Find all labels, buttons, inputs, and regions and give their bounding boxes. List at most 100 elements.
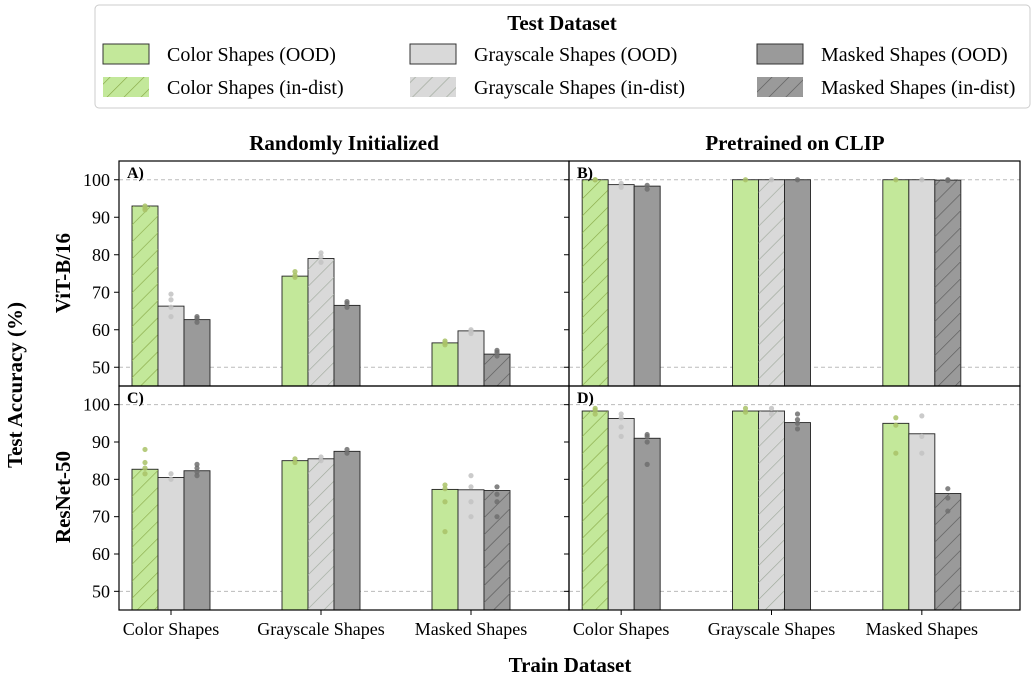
seed-point — [893, 177, 899, 183]
panel-d: D) Color Shapes Grayscale Shapes Masked Sha… — [564, 385, 1021, 639]
seed-point — [893, 415, 899, 421]
bar-1-2 — [784, 179, 811, 387]
seed-point — [442, 486, 448, 492]
seed-point — [945, 508, 951, 514]
seed-point — [494, 347, 500, 353]
legend-swatch — [756, 43, 804, 65]
panel-letter: A) — [127, 165, 144, 182]
seed-point — [194, 473, 200, 479]
seed-point — [318, 458, 324, 464]
seed-point — [168, 291, 174, 297]
bar-1-0 — [732, 179, 759, 387]
bar-hatch — [308, 458, 334, 610]
bar-hatch — [582, 179, 609, 386]
seed-point — [644, 431, 650, 438]
bar-2-0 — [431, 488, 459, 611]
seed-point — [442, 529, 448, 535]
row-label-top: ViT-B/16 — [51, 233, 75, 313]
column-title-right: Pretrained on CLIP — [705, 131, 884, 155]
panel-letter: C) — [127, 390, 144, 407]
seed-point — [292, 272, 298, 278]
seed-point — [194, 319, 200, 325]
seed-point — [644, 182, 650, 188]
legend-label: Color Shapes (in-dist) — [167, 77, 344, 99]
seed-point — [318, 250, 324, 256]
seed-point — [344, 450, 350, 456]
row-label-bottom: ResNet-50 — [51, 451, 75, 543]
seed-point — [442, 340, 448, 346]
seed-point — [292, 456, 298, 462]
legend-entry-3: Grayscale Shapes (OOD) — [409, 43, 677, 66]
seed-point — [919, 177, 925, 183]
seed-point — [168, 471, 174, 477]
y-tick-label: 100 — [83, 170, 110, 190]
seed-point — [644, 186, 650, 192]
bar-0-2 — [633, 185, 661, 387]
legend-swatch — [102, 43, 150, 65]
bar-0-1 — [607, 184, 635, 387]
seed-point — [618, 184, 624, 190]
bar-1-0 — [281, 275, 309, 387]
legend-title: Test Dataset — [507, 11, 616, 35]
seed-point — [618, 180, 624, 187]
bar-hatch — [308, 258, 334, 386]
panel-a: A) 50 60 70 80 90 100 — [83, 160, 570, 387]
bar-2-0 — [882, 179, 910, 387]
seed-point — [292, 269, 298, 275]
seed-point — [194, 469, 200, 475]
seed-point — [494, 484, 500, 490]
seed-point — [794, 417, 801, 423]
seed-point — [618, 433, 624, 439]
seed-point — [592, 177, 598, 183]
legend-entry-1: Color Shapes (OOD) — [102, 43, 336, 66]
seed-point — [494, 491, 500, 497]
bar-0-1 — [607, 418, 635, 611]
panel-frame — [568, 385, 1021, 611]
seed-point — [768, 177, 775, 183]
bar-1-2 — [784, 422, 811, 611]
bar-hatch — [132, 469, 158, 610]
bar-hatch — [934, 180, 961, 386]
legend: Test Dataset Color Shapes (OOD) Color Sha… — [94, 4, 1031, 109]
seed-point — [318, 254, 324, 260]
seed-point — [893, 450, 899, 456]
bar-2-1 — [457, 330, 485, 387]
seed-point — [318, 259, 324, 265]
seed-point — [794, 426, 801, 432]
seed-point — [644, 461, 650, 467]
seed-point — [494, 353, 500, 359]
y-tick-label: 60 — [92, 320, 110, 340]
bar-1-2 — [333, 450, 361, 611]
bar-2-1 — [908, 433, 936, 611]
seed-point — [742, 177, 749, 183]
seed-point — [442, 499, 448, 505]
legend-label: Masked Shapes (in-dist) — [821, 77, 1015, 99]
seed-point — [318, 454, 324, 460]
x-tick-label: Grayscale Shapes — [257, 619, 384, 639]
legend-swatch-hatch — [103, 77, 149, 97]
seed-point — [618, 415, 624, 421]
bar-0-1 — [157, 477, 185, 611]
x-tick-label: Masked Shapes — [415, 619, 527, 639]
seed-point — [794, 420, 801, 426]
seed-point — [142, 459, 148, 466]
y-tick-label: 70 — [92, 507, 110, 527]
y-tick-label: 100 — [83, 395, 110, 415]
seed-point — [794, 411, 801, 417]
seed-point — [194, 461, 200, 467]
y-tick-label: 60 — [92, 544, 110, 564]
legend-label: Grayscale Shapes (in-dist) — [474, 77, 685, 99]
seed-point — [618, 411, 624, 417]
seed-point — [168, 476, 174, 482]
seed-point — [644, 439, 650, 445]
panels: A) 50 60 70 80 90 100 B) C) 50 60 70 80 90 100 Color Sh… — [83, 160, 1021, 639]
y-tick-label: 90 — [92, 432, 110, 452]
panel-b: B) — [564, 160, 1021, 387]
bar-2-0 — [431, 342, 459, 387]
legend-entry-2: Color Shapes (in-dist) — [103, 77, 344, 99]
seed-point — [592, 405, 598, 411]
legend-entry-5: Masked Shapes (OOD) — [756, 43, 1008, 66]
bar-2-1 — [457, 489, 485, 611]
y-tick-label: 90 — [92, 207, 110, 227]
